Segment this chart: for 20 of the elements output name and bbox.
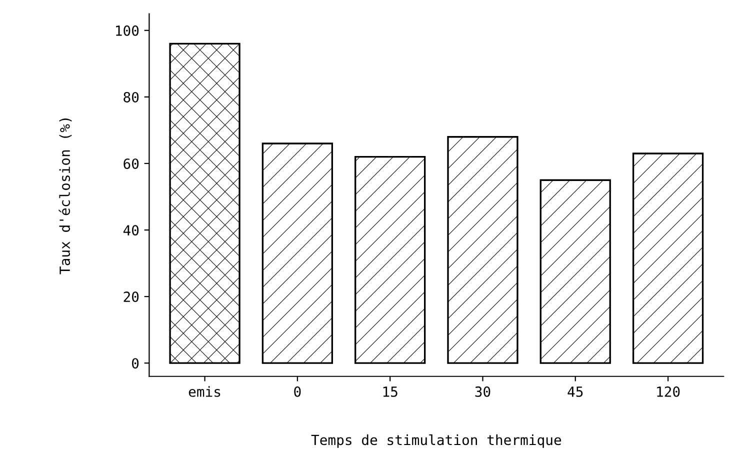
y-tick-label: 80 [124, 92, 139, 102]
y-tick-label: 60 [124, 158, 139, 169]
y-tick-label: 0 [132, 358, 139, 369]
y-tick-label: 100 [116, 25, 139, 36]
bar [632, 152, 704, 364]
bar [262, 142, 334, 364]
x-tick-label: 30 [475, 386, 490, 397]
bar [169, 42, 240, 364]
x-tick-label: 15 [383, 386, 398, 397]
x-tick-label: 45 [568, 386, 583, 397]
x-tick-label: 120 [657, 386, 680, 397]
y-tick-label: 40 [123, 225, 139, 236]
y-tick-label: 20 [124, 292, 139, 302]
y-axis-title: Taux d'éclosion (%) [58, 118, 72, 274]
bar [354, 156, 426, 364]
bar [540, 179, 611, 364]
x-tick-label: 0 [294, 386, 301, 397]
x-axis-title: Temps de stimulation thermique [311, 434, 562, 448]
x-tick-label: emis [188, 386, 220, 397]
bar [447, 136, 518, 364]
